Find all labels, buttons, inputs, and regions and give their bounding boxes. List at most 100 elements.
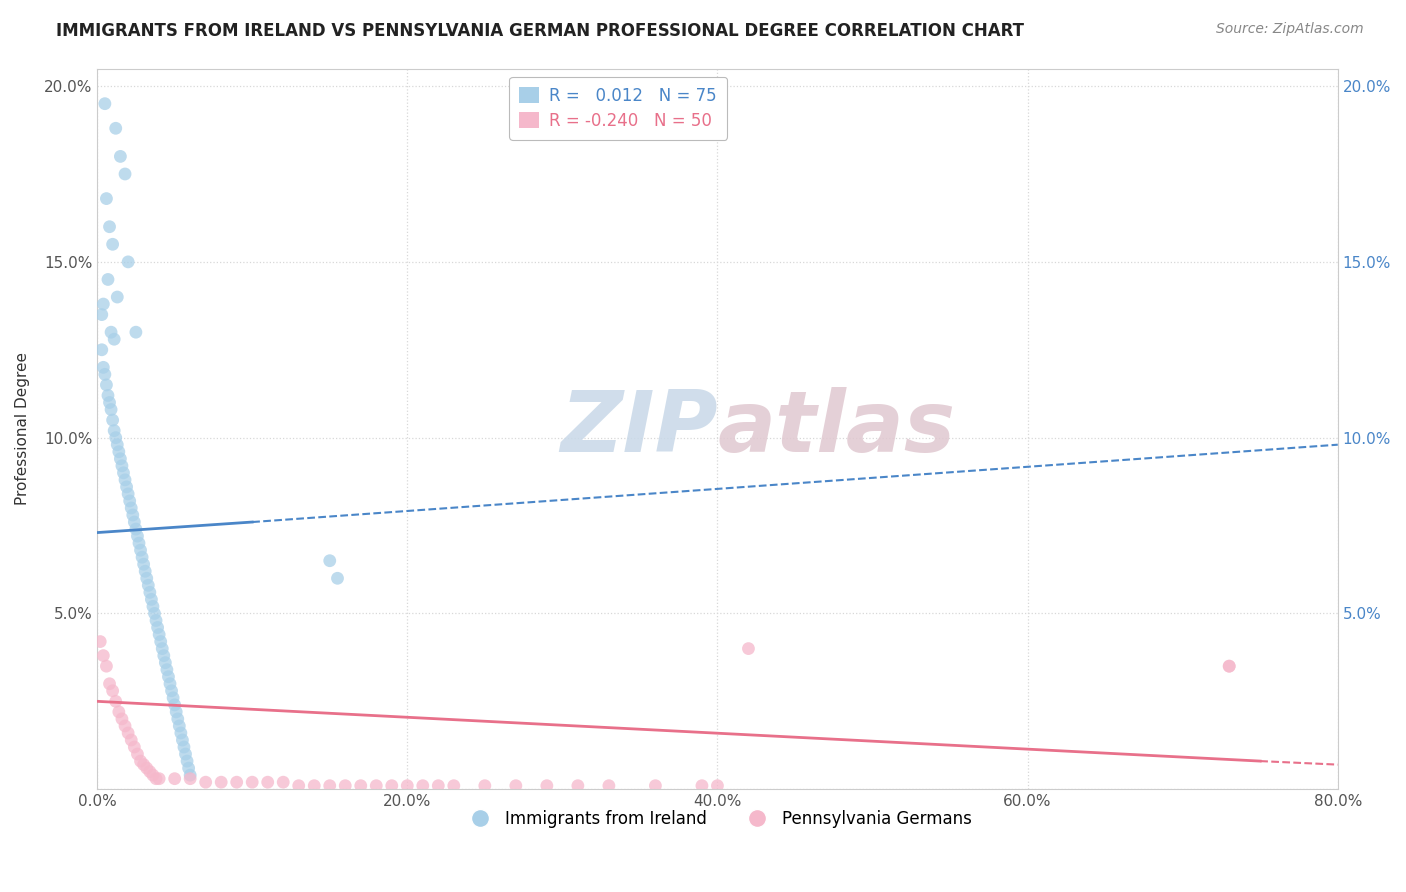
Legend: Immigrants from Ireland, Pennsylvania Germans: Immigrants from Ireland, Pennsylvania Ge… <box>457 804 979 835</box>
Point <box>176 754 198 768</box>
Point <box>98 395 121 409</box>
Point <box>131 550 153 565</box>
Point <box>100 402 122 417</box>
Point <box>644 779 666 793</box>
Point <box>94 96 117 111</box>
Point <box>132 558 155 572</box>
Point <box>105 438 128 452</box>
Point <box>505 779 527 793</box>
Point <box>169 719 191 733</box>
Point <box>381 779 404 793</box>
Point <box>111 458 134 473</box>
Point <box>396 779 419 793</box>
Point <box>111 712 134 726</box>
Point <box>115 480 138 494</box>
Point <box>118 494 141 508</box>
Text: atlas: atlas <box>717 387 956 470</box>
Point <box>412 779 434 793</box>
Point <box>567 779 589 793</box>
Point <box>156 663 179 677</box>
Point <box>128 536 150 550</box>
Point <box>159 677 181 691</box>
Point <box>96 378 118 392</box>
Point <box>124 739 146 754</box>
Point <box>114 719 136 733</box>
Point <box>97 388 120 402</box>
Point <box>271 775 294 789</box>
Point <box>104 121 127 136</box>
Text: ZIP: ZIP <box>560 387 717 470</box>
Point <box>598 779 620 793</box>
Point <box>335 779 357 793</box>
Point <box>101 237 124 252</box>
Point <box>108 705 131 719</box>
Point <box>162 690 184 705</box>
Point <box>179 768 201 782</box>
Point <box>1218 659 1240 673</box>
Point <box>148 772 170 786</box>
Point <box>139 585 162 599</box>
Point <box>160 683 183 698</box>
Point <box>101 683 124 698</box>
Point <box>97 272 120 286</box>
Point <box>146 620 169 634</box>
Point <box>120 500 142 515</box>
Point <box>132 757 155 772</box>
Point <box>139 764 162 779</box>
Point <box>125 325 148 339</box>
Point <box>136 578 159 592</box>
Point <box>143 607 166 621</box>
Point <box>125 522 148 536</box>
Point <box>90 343 112 357</box>
Point <box>319 779 342 793</box>
Point <box>104 431 127 445</box>
Point <box>114 473 136 487</box>
Text: Source: ZipAtlas.com: Source: ZipAtlas.com <box>1216 22 1364 37</box>
Point <box>150 641 173 656</box>
Point <box>256 775 278 789</box>
Point <box>129 754 152 768</box>
Point <box>135 571 157 585</box>
Point <box>117 255 139 269</box>
Point <box>240 775 263 789</box>
Point <box>105 290 128 304</box>
Point <box>170 726 193 740</box>
Point <box>163 772 186 786</box>
Point <box>737 641 759 656</box>
Point <box>96 659 118 673</box>
Point <box>135 761 157 775</box>
Point <box>225 775 247 789</box>
Point <box>101 413 124 427</box>
Y-axis label: Professional Degree: Professional Degree <box>15 352 30 506</box>
Point <box>98 677 121 691</box>
Point <box>443 779 465 793</box>
Point <box>142 768 165 782</box>
Point <box>209 775 232 789</box>
Point <box>302 779 325 793</box>
Point <box>177 761 200 775</box>
Point <box>287 779 309 793</box>
Point <box>141 592 163 607</box>
Point <box>89 634 111 648</box>
Point <box>96 192 118 206</box>
Point <box>326 571 349 585</box>
Point <box>536 779 558 793</box>
Point <box>98 219 121 234</box>
Point <box>104 694 127 708</box>
Point <box>172 733 194 747</box>
Point <box>194 775 217 789</box>
Point <box>94 368 117 382</box>
Point <box>1218 659 1240 673</box>
Point <box>112 466 135 480</box>
Point <box>120 733 142 747</box>
Point <box>91 648 114 663</box>
Point <box>366 779 388 793</box>
Point <box>690 779 713 793</box>
Point <box>706 779 728 793</box>
Point <box>153 648 176 663</box>
Point <box>127 529 149 543</box>
Point <box>165 705 187 719</box>
Point <box>163 698 186 712</box>
Point <box>117 726 139 740</box>
Point <box>117 487 139 501</box>
